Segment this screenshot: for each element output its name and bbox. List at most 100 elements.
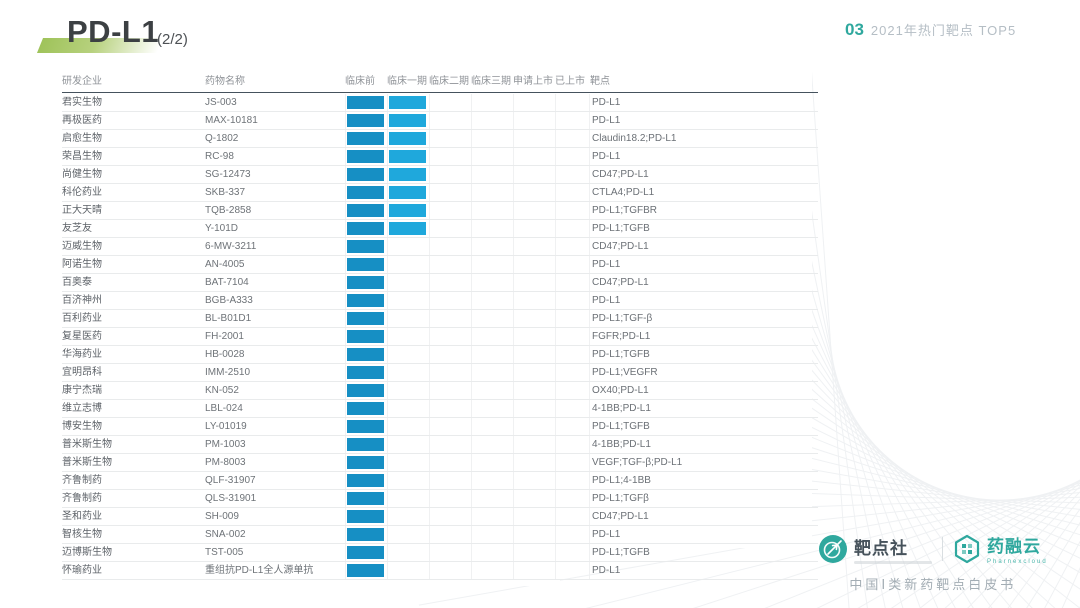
target-cell: PD-L1;TGFB <box>592 222 650 234</box>
target-cell: PD-L1 <box>592 96 621 108</box>
phase-progress-bar <box>347 258 384 271</box>
phase-cell <box>471 310 513 327</box>
badianshe-tagline-decoration <box>854 560 932 564</box>
column-header: 临床一期 <box>387 76 427 87</box>
phase-progress-bar <box>347 168 384 181</box>
company-cell: 齐鲁制药 <box>62 474 102 486</box>
phase-cell <box>387 382 429 399</box>
phase-cell <box>555 418 590 435</box>
phase-cell <box>555 256 590 273</box>
phase-cell <box>387 166 429 183</box>
phase-cell <box>387 184 429 201</box>
phase-cell <box>471 508 513 525</box>
phase-progress-bar <box>347 132 384 145</box>
phase-cell <box>387 454 429 471</box>
phase-cell <box>555 220 590 237</box>
phase-cell <box>471 436 513 453</box>
phase-cell <box>471 292 513 309</box>
drug-cell: BAT-7104 <box>205 276 249 288</box>
phase-cell <box>345 256 387 273</box>
phase-cell <box>345 544 387 561</box>
company-cell: 维立志博 <box>62 402 102 414</box>
company-cell: 启愈生物 <box>62 132 102 144</box>
pharnexcloud-logo-subtext: Pharnexcloud <box>987 559 1048 565</box>
phase-progress-bar <box>347 330 384 343</box>
phase-cell <box>429 274 471 291</box>
drug-cell: BGB-A333 <box>205 294 253 306</box>
target-cell: PD-L1 <box>592 564 621 576</box>
target-cell: PD-L1;TGFB <box>592 348 650 360</box>
phase-progress-bar <box>347 366 384 379</box>
company-cell: 康宁杰瑞 <box>62 384 102 396</box>
phase-cell <box>387 472 429 489</box>
phase-cell <box>345 310 387 327</box>
phase-cell <box>387 310 429 327</box>
company-cell: 齐鲁制药 <box>62 492 102 504</box>
phase-cell <box>513 562 555 579</box>
table-row: 齐鲁制药 QLF-31907 PD-L1;4-1BB <box>62 472 818 490</box>
phase-cell <box>513 112 555 129</box>
drug-cell: MAX-10181 <box>205 114 258 126</box>
company-cell: 怀瑜药业 <box>62 564 102 576</box>
phase-cell <box>513 184 555 201</box>
phase-cell <box>555 508 590 525</box>
phase-cell <box>513 310 555 327</box>
phase-cell <box>429 202 471 219</box>
company-cell: 君实生物 <box>62 96 102 108</box>
drug-cell: SNA-002 <box>205 528 246 540</box>
drug-cell: 重组抗PD-L1全人源单抗 <box>205 564 314 576</box>
phase-progress-bar <box>389 222 426 235</box>
target-cell: CD47;PD-L1 <box>592 276 649 288</box>
target-cell: 4-1BB;PD-L1 <box>592 402 651 414</box>
drug-cell: FH-2001 <box>205 330 244 342</box>
phase-cell <box>345 112 387 129</box>
drug-cell: BL-B01D1 <box>205 312 252 324</box>
phase-cell <box>345 418 387 435</box>
drug-cell: PM-1003 <box>205 438 246 450</box>
phase-progress-bar <box>347 492 384 505</box>
phase-cell <box>345 292 387 309</box>
phase-progress-bar <box>347 312 384 325</box>
phase-progress-bar <box>347 546 384 559</box>
phase-progress-bar <box>389 204 426 217</box>
drug-cell: HB-0028 <box>205 348 245 360</box>
phase-cell <box>429 112 471 129</box>
phase-progress-bar <box>389 186 426 199</box>
column-header: 临床三期 <box>471 76 511 87</box>
company-cell: 荣昌生物 <box>62 150 102 162</box>
phase-cell <box>429 184 471 201</box>
footer-logos: 靶点社 药融云 Pharnexcloud <box>818 532 1048 565</box>
table-row: 迈博斯生物 TST-005 PD-L1;TGFB <box>62 544 818 562</box>
company-cell: 迈威生物 <box>62 240 102 252</box>
phase-cell <box>513 382 555 399</box>
phase-cell <box>471 202 513 219</box>
phase-cell <box>387 544 429 561</box>
phase-cell <box>471 130 513 147</box>
table-row: 齐鲁制药 QLS-31901 PD-L1;TGFβ <box>62 490 818 508</box>
table-row: 博安生物 LY-01019 PD-L1;TGFB <box>62 418 818 436</box>
phase-cell <box>471 184 513 201</box>
phase-cell <box>345 526 387 543</box>
phase-cell <box>555 148 590 165</box>
column-header: 研发企业 <box>62 76 102 87</box>
phase-cell <box>387 562 429 579</box>
phase-progress-bar <box>347 384 384 397</box>
column-header: 药物名称 <box>205 76 245 87</box>
phase-cell <box>513 544 555 561</box>
column-header: 临床前 <box>345 76 375 87</box>
drug-cell: Q-1802 <box>205 132 239 144</box>
phase-cell <box>429 328 471 345</box>
phase-cell <box>345 346 387 363</box>
phase-cell <box>429 562 471 579</box>
phase-cell <box>471 472 513 489</box>
phase-cell <box>471 238 513 255</box>
phase-cell <box>429 418 471 435</box>
phase-cell <box>429 508 471 525</box>
phase-cell <box>387 508 429 525</box>
phase-cell <box>345 454 387 471</box>
phase-progress-bar <box>347 438 384 451</box>
phase-cell <box>345 238 387 255</box>
phase-cell <box>387 418 429 435</box>
company-cell: 智核生物 <box>62 528 102 540</box>
phase-cell <box>555 454 590 471</box>
